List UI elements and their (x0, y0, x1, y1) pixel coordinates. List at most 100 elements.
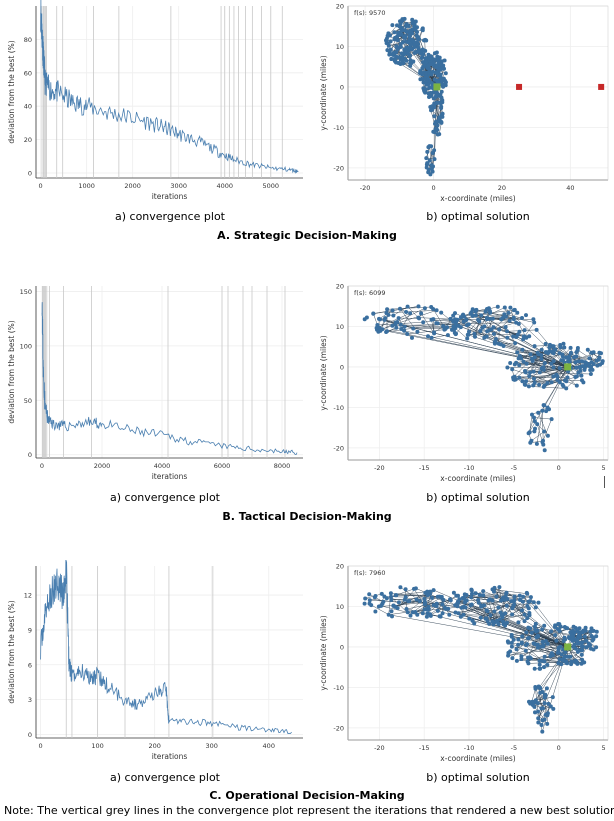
customer-node (524, 630, 529, 635)
y-tick-label: 20 (24, 136, 32, 144)
customer-node (542, 701, 547, 706)
x-tick-label: 5 (601, 464, 605, 472)
customer-node (533, 628, 538, 633)
customer-node (533, 605, 538, 610)
customer-node (542, 654, 547, 659)
x-axis-label: x-coordinate (miles) (440, 194, 515, 203)
customer-node (537, 662, 542, 667)
customer-node (396, 61, 401, 65)
customer-node (413, 610, 418, 614)
customer-node (415, 30, 419, 34)
customer-node (442, 605, 447, 610)
customer-node (571, 624, 576, 629)
customer-node (580, 648, 585, 653)
customer-node (545, 433, 550, 438)
customer-node (582, 364, 587, 369)
customer-node (509, 644, 514, 649)
customer-node (490, 598, 495, 603)
customer-node (399, 327, 404, 331)
customer-node (524, 379, 528, 384)
depot-marker (564, 643, 572, 651)
convergence-caption-a: a) convergence plot (115, 210, 225, 223)
customer-node (371, 311, 376, 316)
convergence-line (40, 0, 299, 174)
customer-node (389, 598, 394, 602)
customer-node (533, 642, 538, 647)
customer-node (390, 323, 395, 328)
customer-node (389, 57, 394, 61)
customer-node (511, 637, 516, 642)
customer-node (549, 361, 554, 366)
customer-node (497, 327, 502, 332)
customer-node (505, 365, 510, 370)
customer-node (407, 33, 412, 38)
customer-node (524, 313, 528, 318)
plot-frame (347, 285, 609, 461)
customer-node (533, 698, 538, 703)
customer-node (499, 598, 504, 603)
customer-node (512, 598, 517, 603)
customer-node (428, 589, 433, 594)
x-tick-label: 0 (431, 184, 435, 192)
customer-node (448, 316, 453, 321)
route-edges (373, 306, 603, 445)
customer-node (465, 336, 470, 341)
customer-node (551, 706, 556, 711)
customer-node (431, 603, 436, 608)
customer-node (570, 659, 575, 664)
x-tick-label: 200 (148, 742, 160, 750)
customer-node (407, 599, 412, 603)
customer-node (532, 419, 537, 424)
customer-node (511, 315, 516, 320)
customer-node (573, 646, 578, 651)
customer-node (553, 623, 558, 628)
customer-node (459, 605, 464, 610)
customer-node (417, 37, 422, 42)
customer-node (531, 317, 536, 322)
customer-node (520, 634, 525, 639)
customer-node (581, 630, 585, 635)
customer-node (491, 622, 496, 627)
customer-node (417, 599, 422, 603)
customer-node (583, 625, 588, 630)
customer-node (569, 350, 573, 355)
customer-node (503, 611, 508, 616)
customer-node (575, 639, 580, 644)
customer-node (557, 380, 562, 385)
x-tick-label: 40 (566, 184, 574, 192)
customer-node (420, 611, 425, 616)
y-tick-label: 9 (28, 626, 32, 634)
customer-node (430, 595, 434, 600)
customer-node (427, 56, 432, 61)
plot-frame (347, 565, 609, 741)
customer-node (502, 305, 507, 310)
convergence-line (41, 302, 298, 455)
customer-node (529, 630, 534, 635)
x-tick-label: 6000 (214, 462, 231, 470)
x-tick-label: -10 (464, 744, 475, 752)
customer-node (520, 379, 525, 384)
customer-node (528, 595, 533, 600)
customer-node (545, 721, 550, 726)
customer-node (497, 585, 502, 590)
plot-frame (347, 5, 609, 181)
customer-node (521, 359, 526, 364)
customer-node (576, 634, 581, 639)
y-tick-label: -20 (333, 444, 344, 452)
customer-node (376, 329, 381, 334)
y-tick-label: -20 (333, 164, 344, 172)
customer-node (549, 417, 554, 422)
customer-node (477, 593, 482, 597)
customer-node (561, 647, 566, 652)
customer-node (408, 311, 413, 316)
customer-node (390, 23, 395, 28)
facility-marker (598, 83, 605, 90)
customer-node (596, 357, 601, 362)
customer-node (564, 386, 569, 391)
customer-node (402, 324, 407, 329)
customer-node (451, 319, 456, 324)
customer-node (544, 686, 549, 691)
customer-node (539, 644, 544, 649)
customer-node (406, 51, 410, 56)
customer-node (379, 591, 384, 596)
